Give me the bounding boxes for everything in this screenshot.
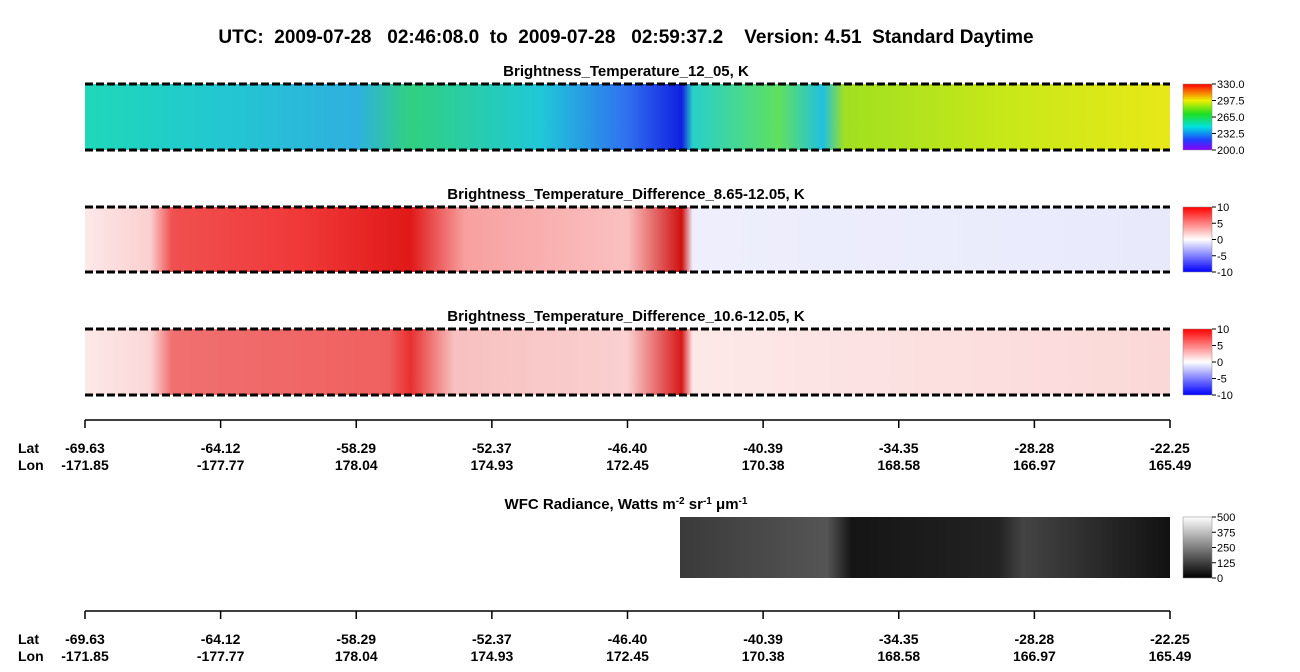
colorbar-label: -10 [1217, 267, 1233, 279]
colorbar-label: 5 [1217, 341, 1223, 353]
lon-title: Lon [18, 648, 44, 664]
lat-label: -40.39 [743, 440, 783, 456]
lat-label: -58.29 [336, 440, 376, 456]
lon-label: 168.58 [877, 457, 920, 473]
lat-label: -69.63 [65, 631, 105, 647]
colorbar-label: 0 [1217, 573, 1223, 585]
colorbar-label: 125 [1217, 558, 1235, 570]
image-panel [85, 329, 1170, 395]
colorbar-label: 0 [1217, 235, 1223, 247]
colorbar-label: 10 [1217, 324, 1229, 336]
title-part: μm [712, 496, 739, 513]
lat-label: -34.35 [879, 631, 919, 647]
colorbar-label: -10 [1217, 390, 1233, 402]
colorbar-label: 0 [1217, 357, 1223, 369]
lat-title: Lat [18, 631, 39, 647]
title-part: sr [685, 496, 704, 513]
image-panel [85, 84, 1170, 150]
colorbar-label: 297.5 [1217, 96, 1245, 108]
lat-label: -28.28 [1015, 631, 1055, 647]
superscript: -1 [739, 496, 748, 507]
lon-label: 172.45 [606, 648, 649, 664]
lon-label: 165.49 [1149, 648, 1192, 664]
lat-label: -64.12 [201, 631, 241, 647]
lon-label: 168.58 [877, 648, 920, 664]
lon-label: 170.38 [742, 648, 785, 664]
lon-label: 165.49 [1149, 457, 1192, 473]
colorbar-label: 500 [1217, 512, 1235, 524]
lon-label: 166.97 [1013, 457, 1056, 473]
lat-label: -58.29 [336, 631, 376, 647]
lat-label: -46.40 [608, 440, 648, 456]
lat-label: -46.40 [608, 631, 648, 647]
colorbar [1182, 206, 1213, 273]
colorbar-label: 250 [1217, 543, 1235, 555]
panel-title: Brightness_Temperature_Difference_10.6-1… [447, 308, 805, 325]
colorbar-label: 5 [1217, 218, 1223, 230]
colorbar-label: 330.0 [1217, 79, 1245, 91]
colorbar-label: 232.5 [1217, 129, 1245, 141]
panel-title: Brightness_Temperature_Difference_8.65-1… [447, 186, 805, 203]
image-panel [680, 517, 1170, 578]
lat-label: -22.25 [1150, 440, 1190, 456]
title-part: WFC Radiance, Watts m [505, 496, 676, 513]
lat-label: -69.63 [65, 440, 105, 456]
lon-label: 174.93 [470, 457, 513, 473]
colorbar-label: 200.0 [1217, 145, 1245, 157]
lat-label: -28.28 [1015, 440, 1055, 456]
lat-label: -40.39 [743, 631, 783, 647]
lat-label: -52.37 [472, 440, 512, 456]
image-panel [85, 207, 1170, 272]
lon-title: Lon [18, 457, 44, 473]
colorbar [1182, 328, 1213, 396]
lon-label: -171.85 [61, 457, 109, 473]
lat-title: Lat [18, 440, 39, 456]
lat-label: -34.35 [879, 440, 919, 456]
lon-label: 178.04 [335, 457, 378, 473]
panel-title: WFC Radiance, Watts m-2 sr-1 μm-1 [505, 496, 748, 514]
lon-label: -177.77 [197, 457, 245, 473]
lat-label: -22.25 [1150, 631, 1190, 647]
lon-label: 174.93 [470, 648, 513, 664]
lon-label: 166.97 [1013, 648, 1056, 664]
colorbar-label: 375 [1217, 527, 1235, 539]
superscript: -1 [703, 496, 712, 507]
lon-label: 170.38 [742, 457, 785, 473]
lon-label: -177.77 [197, 648, 245, 664]
superscript: -2 [676, 496, 685, 507]
lat-label: -52.37 [472, 631, 512, 647]
colorbar [1182, 83, 1213, 151]
lon-label: 178.04 [335, 648, 378, 664]
colorbar [1182, 516, 1213, 579]
colorbar-label: -5 [1217, 374, 1227, 386]
colorbar-label: -5 [1217, 251, 1227, 263]
lon-label: 172.45 [606, 457, 649, 473]
colorbar-label: 10 [1217, 202, 1229, 214]
main-title: UTC: 2009-07-28 02:46:08.0 to 2009-07-28… [218, 27, 1033, 48]
lat-label: -64.12 [201, 440, 241, 456]
colorbar-label: 265.0 [1217, 112, 1245, 124]
lon-label: -171.85 [61, 648, 109, 664]
panel-title: Brightness_Temperature_12_05, K [503, 63, 749, 80]
